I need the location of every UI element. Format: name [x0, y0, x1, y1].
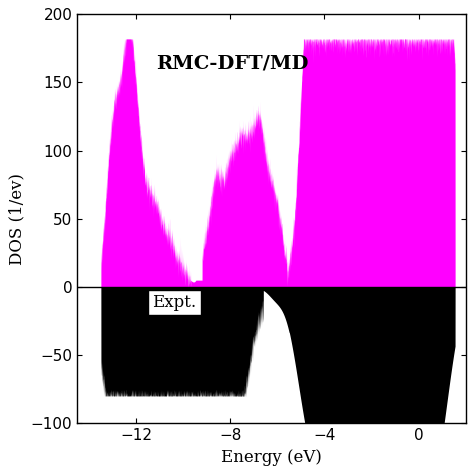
Text: Expt.: Expt.: [152, 294, 197, 311]
X-axis label: Energy (eV): Energy (eV): [221, 449, 322, 465]
Y-axis label: DOS (1/ev): DOS (1/ev): [9, 173, 25, 265]
Text: RMC-DFT/MD: RMC-DFT/MD: [156, 55, 309, 73]
